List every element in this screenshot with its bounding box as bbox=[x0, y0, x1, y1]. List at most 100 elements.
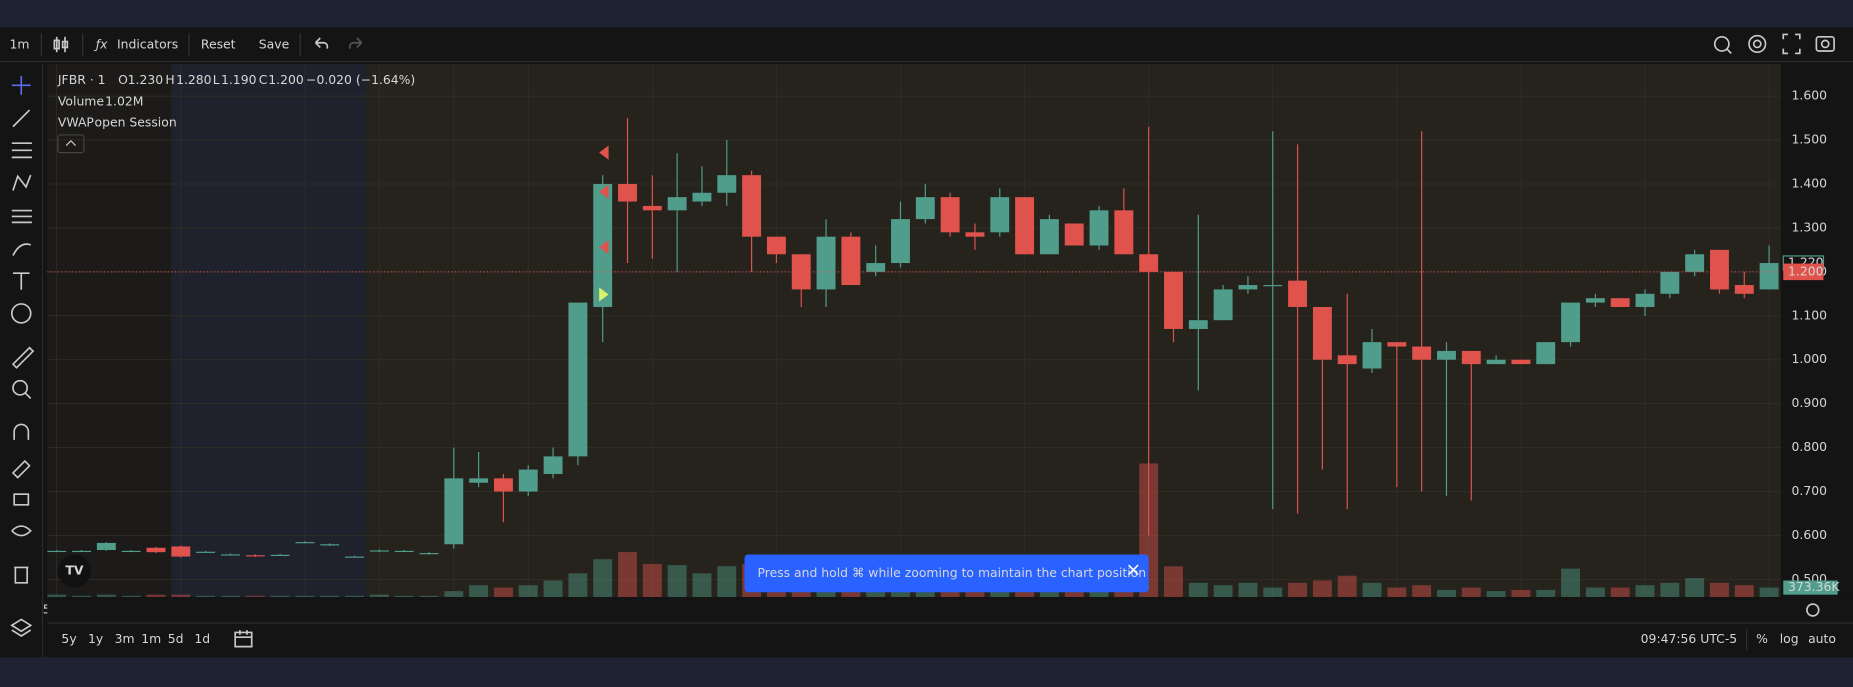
candle-body bbox=[1139, 254, 1159, 272]
trade-markers bbox=[599, 145, 609, 302]
fx-icon[interactable]: ƒx bbox=[94, 37, 108, 52]
y-tick-label: 0.900 bbox=[1792, 395, 1828, 410]
logo-mark: TV bbox=[65, 562, 83, 577]
candle-body bbox=[196, 551, 216, 553]
volume-bar bbox=[469, 585, 489, 597]
auto-toggle[interactable]: auto bbox=[1808, 631, 1836, 646]
candle-body bbox=[642, 205, 662, 211]
y-tick-label: 1.300 bbox=[1792, 219, 1828, 234]
range-button[interactable]: 3m bbox=[115, 631, 135, 646]
volume-bar bbox=[717, 566, 737, 597]
candle-body bbox=[171, 546, 191, 557]
axis-settings[interactable] bbox=[1806, 603, 1820, 617]
range-button[interactable]: 1y bbox=[88, 631, 103, 646]
legend-low: 1.190 bbox=[221, 72, 257, 87]
candle-body bbox=[245, 555, 265, 557]
candle-body bbox=[1734, 285, 1754, 294]
vwap-label: VWAP bbox=[58, 115, 95, 130]
candle-body bbox=[320, 544, 340, 546]
y-tick-label: 1.400 bbox=[1792, 175, 1828, 190]
candle-body bbox=[1238, 285, 1258, 290]
range-button[interactable]: 5d bbox=[168, 631, 184, 646]
candle-body bbox=[96, 542, 116, 550]
volume-bar bbox=[1412, 585, 1432, 597]
candle-body bbox=[1685, 254, 1705, 272]
candle-body bbox=[891, 219, 910, 264]
plot bbox=[47, 64, 1781, 597]
volume-bar bbox=[1164, 566, 1183, 597]
save-button[interactable]: Save bbox=[259, 37, 289, 52]
volume-bar bbox=[543, 580, 563, 597]
range-button[interactable]: 1m bbox=[141, 631, 161, 646]
volume-bar bbox=[493, 587, 513, 597]
volume-value: 1.02M bbox=[105, 93, 143, 108]
extended-session-shade bbox=[171, 64, 367, 597]
interval-button[interactable]: 1m bbox=[9, 37, 29, 52]
candle-body bbox=[742, 175, 762, 237]
legend-h: H bbox=[165, 72, 174, 87]
collapse-button[interactable] bbox=[57, 134, 85, 154]
candle-body bbox=[1585, 298, 1605, 303]
volume-bar bbox=[220, 595, 240, 597]
volume-bar bbox=[1511, 589, 1531, 597]
candle-body bbox=[841, 236, 861, 286]
candle-body bbox=[146, 547, 166, 553]
volume-bar bbox=[419, 595, 439, 597]
candle-body bbox=[444, 478, 464, 545]
legend-high: 1.280 bbox=[176, 72, 212, 87]
volume-bar bbox=[1337, 575, 1357, 597]
logo[interactable] bbox=[57, 554, 91, 588]
volume-bar bbox=[96, 594, 116, 597]
drawing-tools[interactable] bbox=[10, 75, 35, 637]
volume-bar bbox=[1437, 589, 1456, 597]
toast-close[interactable] bbox=[1128, 564, 1139, 576]
legend-c: C bbox=[259, 72, 268, 87]
volume-bar bbox=[1635, 585, 1655, 597]
candle-body bbox=[270, 554, 290, 556]
candle-body bbox=[1114, 210, 1134, 255]
candle-body bbox=[1089, 210, 1109, 246]
volume-bar bbox=[692, 573, 712, 597]
candle-body bbox=[1660, 271, 1680, 294]
volume-bar bbox=[618, 552, 637, 597]
last-volume-label: 373.36K bbox=[1788, 579, 1840, 594]
volume-bar bbox=[1461, 587, 1481, 597]
undo-button[interactable] bbox=[314, 37, 329, 49]
log-toggle[interactable]: log bbox=[1780, 631, 1799, 646]
percent-toggle[interactable]: % bbox=[1756, 631, 1768, 646]
volume-bar bbox=[518, 585, 538, 597]
goto-date[interactable] bbox=[234, 630, 253, 648]
reset-button[interactable]: Reset bbox=[201, 37, 236, 52]
candle-body bbox=[1288, 280, 1308, 307]
volume-bar bbox=[1387, 587, 1407, 597]
candle-body bbox=[1412, 346, 1432, 360]
legend-open: 1.230 bbox=[128, 72, 164, 87]
candle-body bbox=[915, 197, 935, 220]
volume-bar bbox=[196, 595, 216, 597]
redo-button[interactable] bbox=[348, 37, 363, 49]
volume-bar bbox=[1610, 587, 1630, 597]
collapse-icon bbox=[65, 139, 77, 146]
top-right-icons[interactable] bbox=[1713, 33, 1835, 55]
range-buttons: 5y 1y 3m 1m 5d 1d bbox=[61, 631, 210, 646]
range-button[interactable]: 5y bbox=[61, 631, 76, 646]
candle-body bbox=[717, 175, 737, 193]
chart-type-icon[interactable] bbox=[53, 36, 69, 53]
volume-bar bbox=[394, 595, 414, 597]
y-tick-label: 0.700 bbox=[1792, 483, 1828, 498]
y-tick-label: 1.500 bbox=[1792, 132, 1828, 147]
volume-bar bbox=[1585, 587, 1605, 597]
indicators-button[interactable]: Indicators bbox=[117, 37, 178, 52]
candle-body bbox=[1362, 342, 1382, 369]
candle-body bbox=[965, 232, 985, 237]
volume-bar bbox=[171, 594, 191, 597]
candle-body bbox=[568, 302, 588, 457]
range-button[interactable]: 1d bbox=[194, 631, 210, 646]
candle-body bbox=[1710, 249, 1729, 290]
toast-text: Press and hold ⌘ while zooming to mainta… bbox=[758, 565, 1147, 580]
candle-body bbox=[1511, 359, 1531, 365]
candle-body bbox=[940, 197, 960, 233]
volume-bar bbox=[1213, 585, 1233, 597]
